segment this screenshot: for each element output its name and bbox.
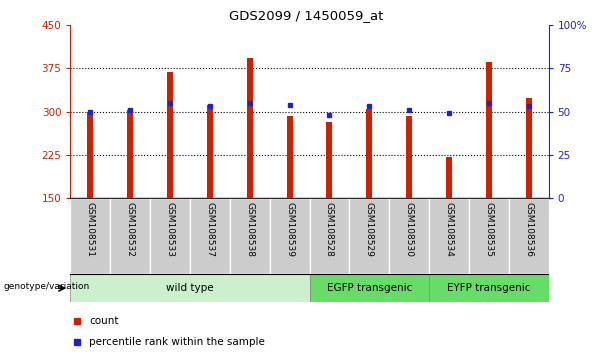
Bar — [167, 72, 173, 198]
Text: GSM108531: GSM108531 — [86, 202, 95, 257]
Bar — [310, 198, 349, 274]
Text: GSM108529: GSM108529 — [365, 202, 374, 257]
Bar — [406, 115, 412, 198]
Text: EYFP transgenic: EYFP transgenic — [447, 283, 531, 293]
Text: wild type: wild type — [166, 283, 214, 293]
Bar — [70, 198, 110, 274]
Bar — [70, 274, 310, 302]
Text: count: count — [89, 316, 118, 326]
Bar — [310, 274, 429, 302]
Bar — [190, 198, 230, 274]
Bar — [526, 98, 531, 198]
Bar — [128, 110, 133, 198]
Bar — [327, 122, 332, 198]
Text: GSM108535: GSM108535 — [484, 202, 493, 257]
Bar — [367, 109, 372, 198]
Text: GSM108528: GSM108528 — [325, 202, 334, 257]
Bar — [469, 198, 509, 274]
Text: GDS2099 / 1450059_at: GDS2099 / 1450059_at — [229, 9, 384, 22]
Bar — [389, 198, 429, 274]
Bar — [349, 198, 389, 274]
Text: GSM108537: GSM108537 — [205, 202, 215, 257]
Bar — [429, 198, 469, 274]
Bar — [287, 115, 292, 198]
Text: EGFP transgenic: EGFP transgenic — [327, 283, 412, 293]
Text: GSM108536: GSM108536 — [524, 202, 533, 257]
Text: genotype/variation: genotype/variation — [4, 282, 89, 291]
Bar — [88, 112, 93, 198]
Text: GSM108538: GSM108538 — [245, 202, 254, 257]
Text: GSM108534: GSM108534 — [444, 202, 454, 257]
Bar — [247, 58, 253, 198]
Bar — [110, 198, 150, 274]
Bar — [150, 198, 190, 274]
Bar — [230, 198, 270, 274]
Bar — [270, 198, 310, 274]
Text: GSM108530: GSM108530 — [405, 202, 414, 257]
Bar — [486, 62, 492, 198]
Bar — [207, 104, 213, 198]
Bar — [446, 157, 452, 198]
Bar — [429, 274, 549, 302]
Bar — [509, 198, 549, 274]
Text: percentile rank within the sample: percentile rank within the sample — [89, 337, 265, 347]
Text: GSM108532: GSM108532 — [126, 202, 135, 257]
Text: GSM108539: GSM108539 — [285, 202, 294, 257]
Text: GSM108533: GSM108533 — [166, 202, 175, 257]
